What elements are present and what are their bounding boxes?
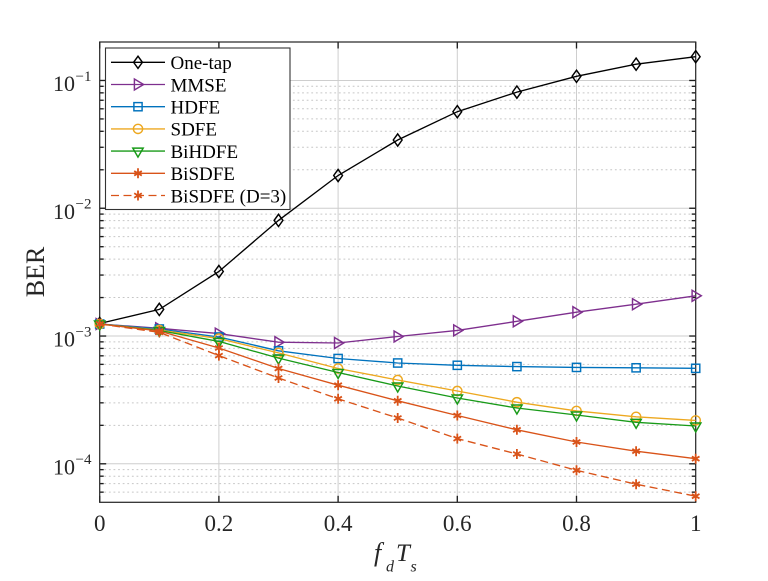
svg-text:−2: −2	[76, 197, 92, 213]
svg-text:10: 10	[53, 454, 75, 479]
svg-text:T: T	[396, 540, 412, 567]
svg-text:f: f	[374, 538, 385, 567]
svg-text:−4: −4	[76, 452, 92, 468]
svg-text:One-tap: One-tap	[171, 53, 232, 74]
svg-text:10: 10	[53, 327, 75, 352]
svg-text:HDFE: HDFE	[171, 98, 221, 119]
svg-text:0.8: 0.8	[562, 511, 591, 536]
svg-text:BER: BER	[21, 246, 50, 297]
svg-text:10: 10	[53, 199, 75, 224]
svg-text:10: 10	[53, 71, 75, 96]
svg-text:BiSDFE: BiSDFE	[171, 164, 235, 185]
svg-text:s: s	[411, 559, 417, 576]
svg-text:0.2: 0.2	[205, 511, 234, 536]
svg-text:BiSDFE (D=3): BiSDFE (D=3)	[171, 186, 287, 207]
svg-text:1: 1	[690, 511, 702, 536]
svg-text:SDFE: SDFE	[171, 120, 217, 141]
svg-text:−1: −1	[76, 69, 92, 85]
svg-text:−3: −3	[76, 324, 92, 340]
svg-text:0: 0	[94, 511, 106, 536]
svg-text:d: d	[386, 559, 395, 576]
svg-text:0.6: 0.6	[443, 511, 472, 536]
svg-text:0.4: 0.4	[324, 511, 353, 536]
svg-text:BiHDFE: BiHDFE	[171, 142, 239, 163]
svg-text:MMSE: MMSE	[171, 75, 227, 96]
